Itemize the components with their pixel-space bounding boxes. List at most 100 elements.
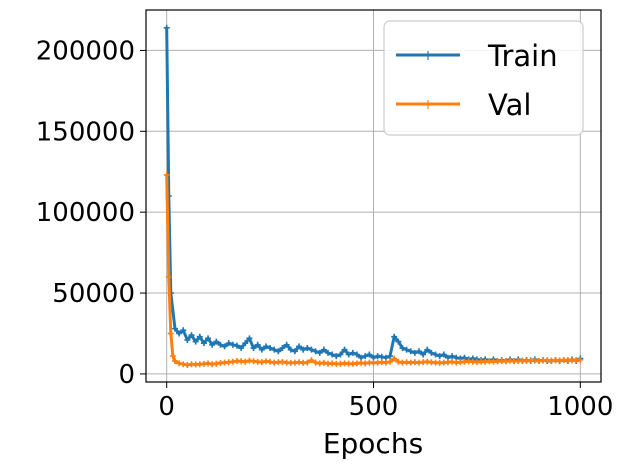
data-point-train — [358, 354, 365, 361]
data-point-train — [176, 330, 183, 337]
data-point-train — [275, 348, 282, 355]
data-point-val — [171, 357, 178, 364]
data-point-train — [258, 346, 265, 353]
data-point-val — [163, 171, 170, 178]
data-point-train — [180, 327, 187, 334]
data-point-val — [169, 353, 176, 360]
legend-marker-val: + — [422, 97, 434, 113]
x-tick-label: 1000 — [547, 392, 613, 422]
data-point-train — [246, 335, 253, 342]
y-tick-label: 150000 — [36, 117, 135, 147]
data-point-val — [267, 358, 274, 365]
data-point-train — [300, 346, 307, 353]
data-point-train — [362, 353, 369, 360]
data-point-val — [304, 359, 311, 366]
data-point-val — [180, 361, 187, 368]
data-point-train — [329, 351, 336, 358]
data-point-val — [176, 360, 183, 367]
data-point-train — [378, 353, 385, 360]
data-point-train — [200, 340, 207, 347]
data-point-val — [382, 359, 389, 366]
data-point-train — [242, 340, 249, 347]
axis-ticks: 0 500 1000 0 50000 100000 150000 200000 — [36, 36, 614, 422]
x-tick-label: 500 — [349, 392, 399, 422]
x-tick-label: 0 — [158, 392, 175, 422]
data-point-val — [184, 362, 191, 369]
data-point-train — [205, 335, 212, 342]
data-point-train — [171, 325, 178, 332]
y-tick-label: 200000 — [36, 36, 135, 66]
data-point-train — [411, 349, 418, 356]
data-point-train — [374, 353, 381, 360]
data-point-train — [316, 349, 323, 356]
data-point-train — [341, 346, 348, 353]
data-point-train — [440, 351, 447, 358]
data-point-train — [432, 351, 439, 358]
data-point-train — [184, 336, 191, 343]
data-point-val — [362, 360, 369, 367]
data-point-train — [428, 349, 435, 356]
legend: + Train + Val — [383, 20, 584, 136]
series-layer — [163, 24, 584, 369]
data-point-train — [296, 343, 303, 350]
data-point-val — [449, 358, 456, 365]
data-point-train — [320, 346, 327, 353]
legend-marker-train: + — [422, 48, 434, 64]
data-point-train — [337, 351, 344, 358]
data-point-val — [242, 358, 249, 365]
data-point-val — [523, 357, 530, 364]
data-point-val — [167, 330, 174, 337]
data-point-train — [395, 338, 402, 345]
data-point-val — [213, 360, 220, 367]
data-point-train — [262, 343, 269, 350]
data-point-train — [370, 354, 377, 361]
legend-label-val: Val — [488, 88, 531, 122]
data-point-train — [271, 346, 278, 353]
data-point-val — [229, 358, 236, 365]
data-point-val — [312, 359, 319, 366]
data-point-train — [229, 341, 236, 348]
data-point-train — [308, 346, 315, 353]
data-point-val — [387, 358, 394, 365]
data-point-val — [577, 356, 584, 363]
data-point-train — [196, 333, 203, 340]
data-point-train — [420, 351, 427, 358]
y-tick-label: 50000 — [52, 279, 135, 309]
data-point-train — [267, 345, 274, 352]
y-tick-label: 100000 — [36, 198, 135, 228]
data-point-val — [258, 359, 265, 366]
data-point-train — [449, 353, 456, 360]
x-axis-title: Epochs — [323, 427, 423, 460]
data-point-train — [234, 342, 240, 349]
data-point-train — [304, 345, 311, 352]
data-point-train — [213, 338, 220, 345]
data-point-train — [287, 346, 294, 353]
data-point-train — [312, 348, 319, 355]
data-point-train — [163, 24, 170, 31]
data-point-val — [395, 358, 402, 365]
data-point-train — [416, 348, 422, 355]
data-point-train — [221, 343, 228, 350]
data-point-train — [250, 345, 257, 352]
data-point-val — [205, 360, 212, 367]
data-point-train — [345, 351, 352, 358]
data-point-train — [424, 346, 431, 353]
data-point-train — [403, 346, 410, 353]
data-point-train — [407, 348, 414, 355]
data-point-train — [254, 341, 261, 348]
data-point-train — [192, 338, 199, 345]
data-point-train — [225, 340, 232, 347]
data-point-train — [279, 345, 286, 352]
data-point-train — [333, 353, 340, 360]
data-point-train — [436, 353, 443, 360]
data-point-train — [238, 345, 245, 352]
series-val — [163, 171, 584, 369]
data-point-train — [349, 349, 356, 356]
data-point-train — [399, 345, 406, 352]
data-point-train — [209, 341, 216, 348]
legend-label-train: Train — [487, 39, 558, 73]
data-point-val — [308, 357, 315, 364]
data-point-val — [391, 355, 398, 362]
data-point-train — [387, 353, 394, 360]
